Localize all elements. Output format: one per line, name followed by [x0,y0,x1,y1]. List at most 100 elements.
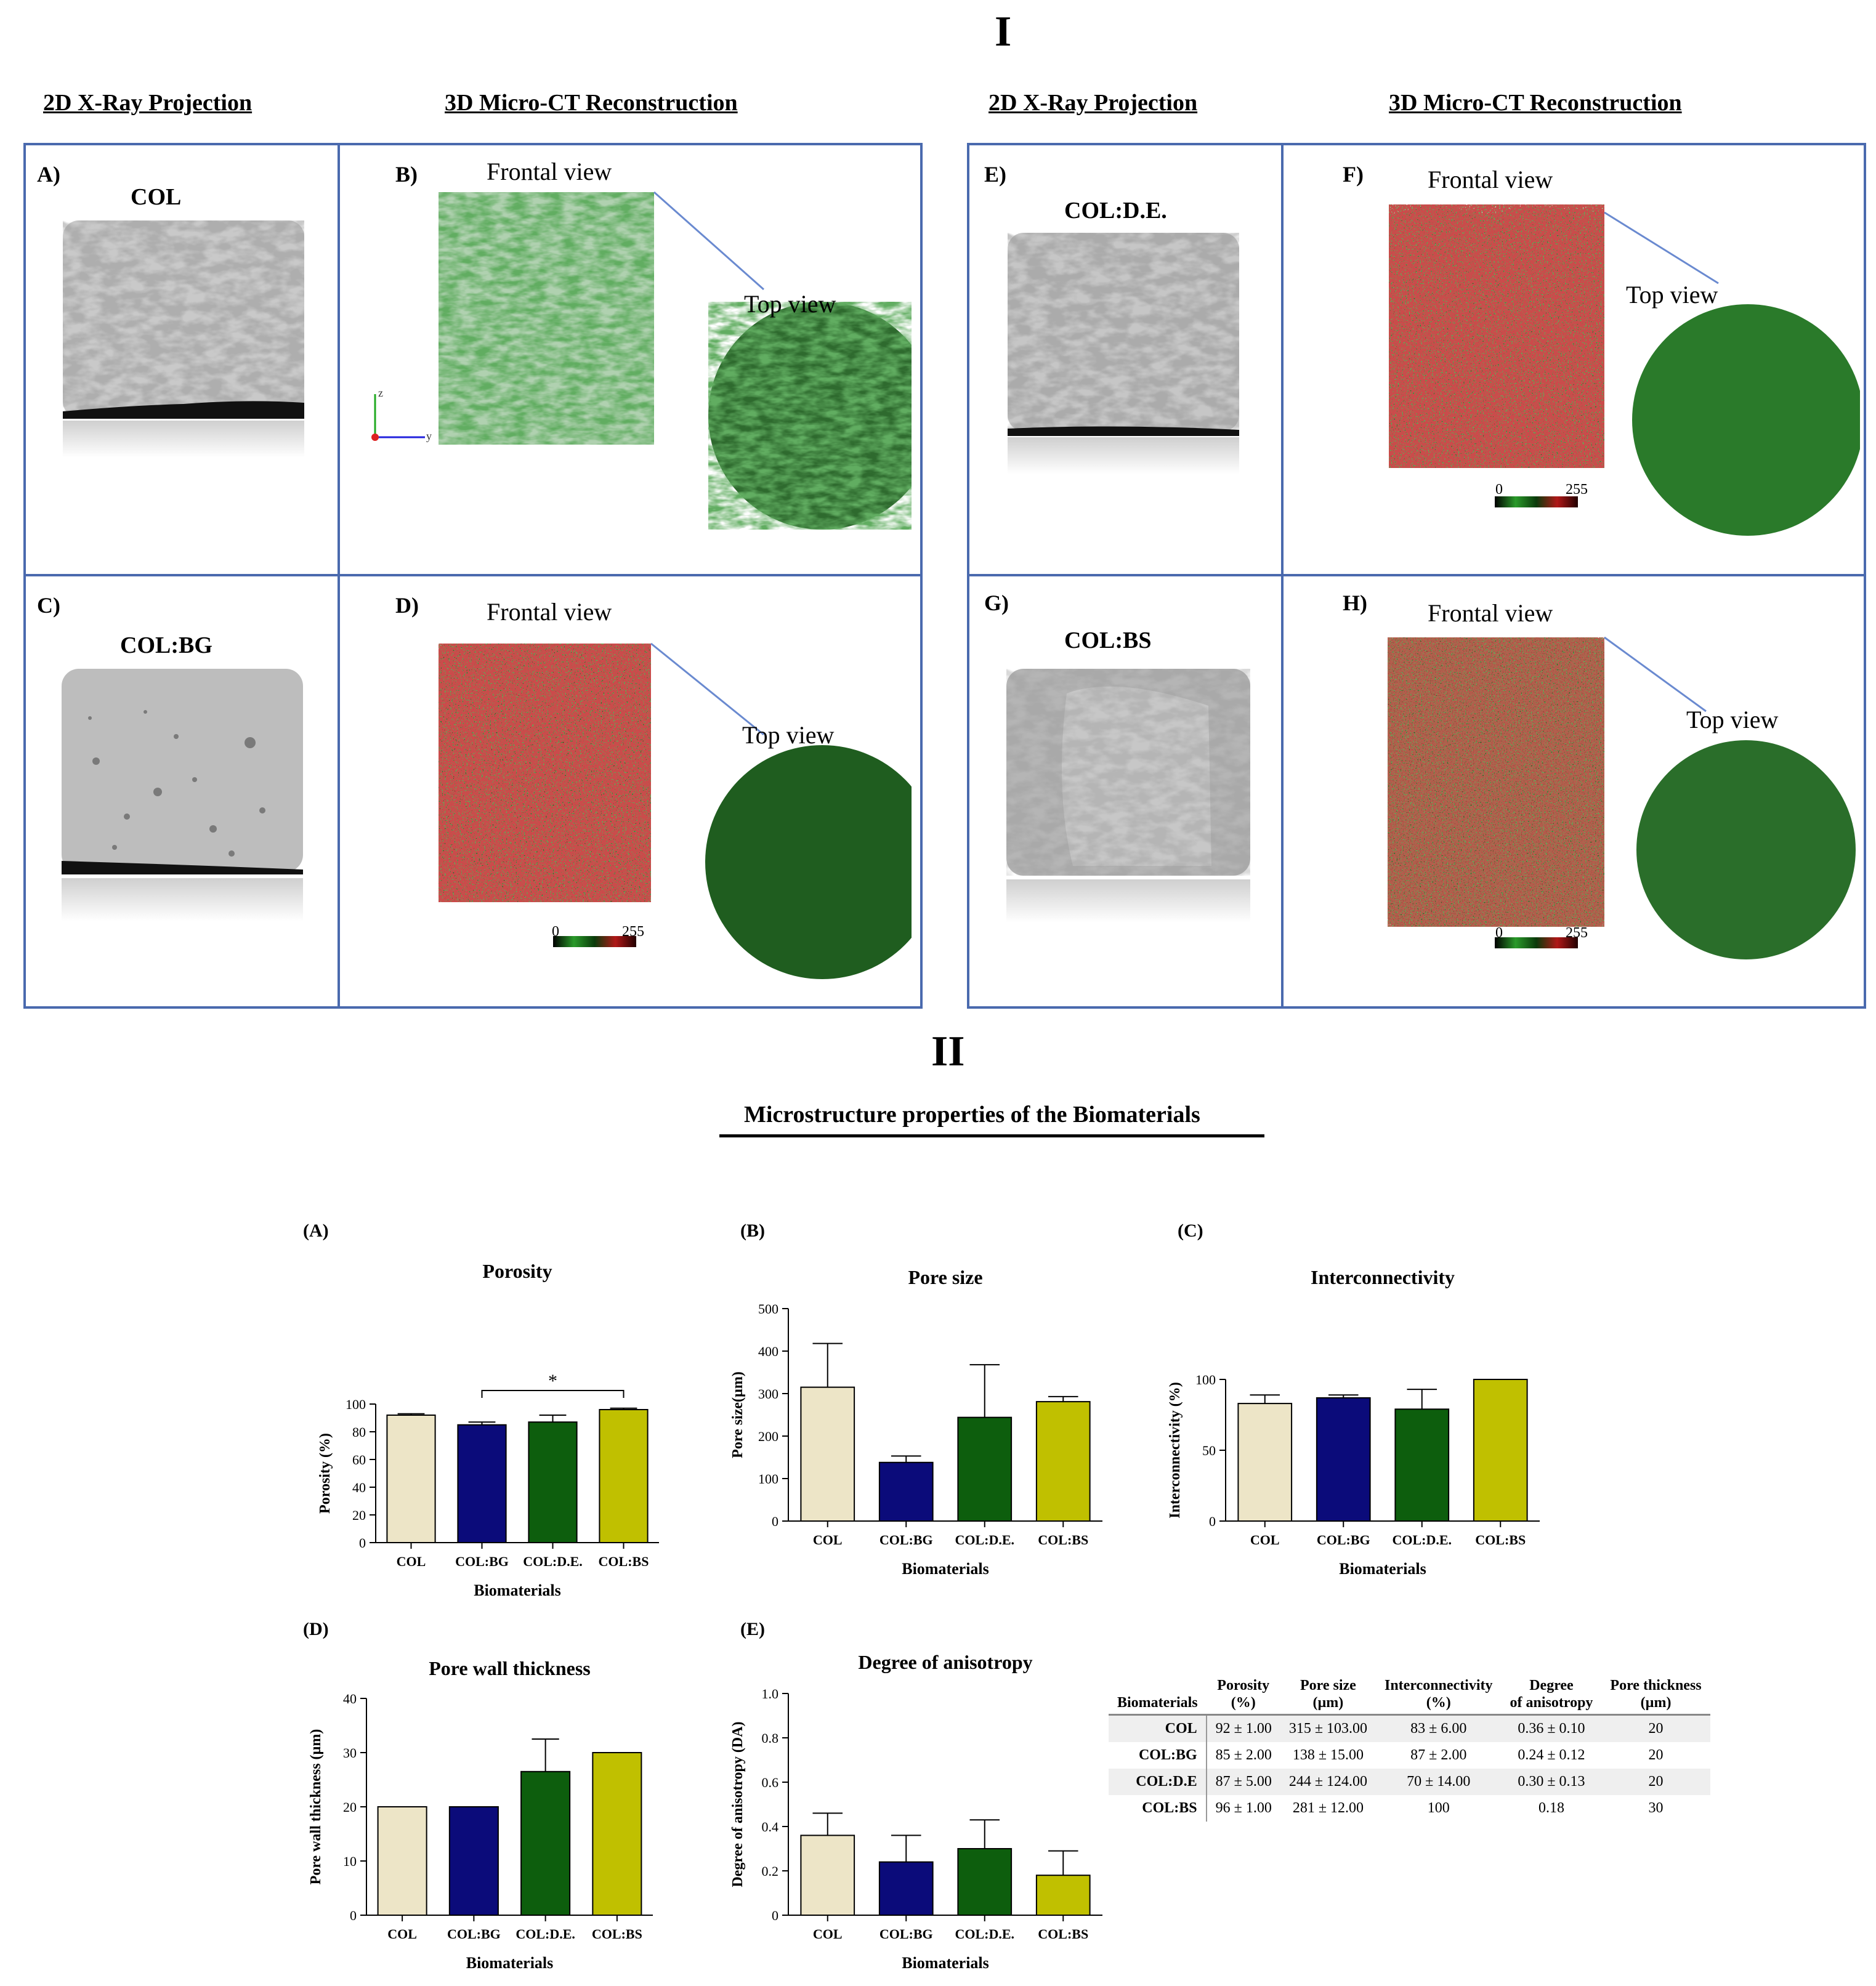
table-cell: 0.24 ± 0.12 [1518,1747,1585,1764]
panel-C-label: C) [37,593,60,618]
chart-b-xtick-label: COL:D.E. [955,1532,1014,1548]
chart-d-ylabel: Pore wall thickness (µm) [308,1729,324,1885]
chart-a-xtick-label: COL:D.E. [523,1554,583,1569]
panel-C-name: COL:BG [120,632,212,658]
chart-a-bar [386,1415,436,1543]
chart-d-xtick-label: COL:D.E. [515,1926,575,1942]
table-row-header: COL:BS [1109,1795,1207,1822]
chart-e-bar [1035,1875,1091,1916]
table-header-cell: Interconnectivity (%) [1384,1677,1493,1711]
table-cell: 20 [1648,1747,1664,1764]
chart-interconnectivity: (C) Interconnectivity 0 50 100 Interconnectiv… [1167,1221,1540,1578]
chart-b-ylabel: Pore size(µm) [730,1371,746,1458]
table-cell: 92 ± 1.00 [1206,1714,1280,1743]
chart-d-xlabel: Biomaterials [466,1954,554,1972]
table-cell: 96 ± 1.00 [1215,1800,1272,1817]
panel-F-label: F) [1343,162,1364,187]
table-row-header: COL [1109,1714,1207,1743]
chart-e-xlabel: Biomaterials [902,1954,989,1972]
panel-E-name: COL:D.E. [1064,198,1167,224]
panel-H-scale-max: 255 [1566,925,1588,941]
header-2d-xray-left: 2D X-Ray Projection [43,90,253,116]
chart-a-bar [599,1409,649,1543]
header-3d-microct-right: 3D Micro-CT Reconstruction [1389,90,1682,116]
panel-G-name: COL:BS [1064,628,1152,653]
chart-a-ytick-label: 60 [352,1452,366,1467]
xray-image-col-bg [62,669,303,921]
chart-c-bar [1237,1403,1293,1522]
chart-b-bar [800,1386,855,1522]
chart-b-ytick-label: 500 [758,1301,778,1317]
chart-a-bar [457,1424,507,1543]
chart-c-ylabel: Interconnectivity (%) [1167,1382,1183,1519]
chart-c-ytick-label: 50 [1202,1443,1216,1458]
chart-a-xtick-label: COL [397,1554,426,1569]
chart-e-title: Degree of anisotropy [858,1651,1032,1673]
microct-reconstruction-col-de [1389,204,1860,536]
chart-e-xtick-label: COL:BG [879,1926,933,1942]
section-II-title-rule [719,1134,1264,1137]
chart-a-ytick-label: 40 [352,1480,366,1495]
chart-b-ytick-label: 400 [758,1344,778,1359]
table-row-header: COL:BG [1109,1742,1207,1769]
section-II-title: Microstructure properties of the Biomate… [744,1102,1200,1128]
chart-d-panel-label: (D) [303,1619,329,1639]
chart-b-bar [878,1461,934,1522]
chart-b-xtick-label: COL [813,1532,843,1548]
chart-a-xtick-label: COL:BS [599,1554,649,1569]
xray-image-col-de [1008,233,1239,474]
table-cell: 244 ± 124.00 [1280,1769,1376,1796]
chart-pore-size: (B) Pore size 0 100 200 300 400 500 Pore size(µm… [730,1221,1102,1578]
chart-c-bar [1473,1379,1528,1522]
panel-B-frontal-view: Frontal view [487,158,612,185]
chart-b-bar [957,1416,1013,1522]
chart-e-xtick-label: COL:BS [1038,1926,1088,1942]
chart-c-xtick-label: COL:BS [1475,1532,1526,1548]
panel-H-scale-min: 0 [1495,925,1503,941]
axis-z-glyph: z [378,387,383,399]
chart-porosity: (A) Porosity 0 20 40 60 80 100 Porosity (%) COL CO… [303,1221,659,1599]
table-cell: 100 [1427,1800,1450,1817]
chart-e-ytick-label: 0.8 [762,1730,779,1746]
panel-B-top-view: Top view [744,290,836,318]
chart-a-significance-bracket [481,1390,625,1398]
table-header-cell: Degree of anisotropy [1510,1677,1593,1711]
table-row: COL 92 ± 1.00 315 ± 103.00 83 ± 6.00 0.36 ± … [1109,1714,1710,1743]
chart-a-ytick-label: 100 [346,1397,366,1412]
chart-b-ytick-label: 300 [758,1386,778,1402]
table-cell: 315 ± 103.00 [1280,1714,1376,1743]
chart-e-ytick-label: 1.0 [762,1686,779,1701]
chart-c-xtick-label: COL:BG [1317,1532,1370,1548]
table-cell: 87 ± 5.00 [1206,1769,1280,1796]
chart-d-bar [520,1770,571,1916]
chart-d-xtick-label: COL [387,1926,417,1942]
chart-b-title: Pore size [908,1266,982,1288]
chart-c-xtick-label: COL [1250,1532,1280,1548]
chart-e-xtick-label: COL [813,1926,843,1942]
chart-d-ytick-label: 40 [343,1691,357,1706]
chart-b-xtick-label: COL:BG [879,1532,933,1548]
chart-a-panel-label: (A) [303,1221,329,1241]
section-I-label: I [995,8,1012,55]
axis-y-glyph: y [426,430,432,442]
chart-c-panel-label: (C) [1178,1221,1203,1241]
chart-c-xtick-label: COL:D.E. [1392,1532,1452,1548]
section-II-label: II [931,1028,965,1075]
chart-a-ytick-label: 20 [352,1508,366,1523]
chart-c-xlabel: Biomaterials [1339,1560,1426,1578]
panel-D-top-view: Top view [742,721,835,749]
panel-D-scale-min: 0 [552,924,559,940]
chart-degree-of-anisotropy: (E) Degree of anisotropy 0 0.2 0.4 0.6 0.8 1.0 D… [730,1619,1102,1972]
table-row-header: COL:D.E [1109,1769,1207,1796]
chart-e-ytick-label: 0 [772,1908,778,1923]
chart-e-panel-label: (E) [740,1619,765,1639]
chart-b-ytick-label: 100 [758,1471,778,1487]
table-cell: 0.18 [1538,1800,1564,1817]
panel-B-label: B) [395,162,418,187]
table-header-cell: Biomaterials [1117,1694,1198,1711]
chart-e-xtick-label: COL:D.E. [955,1926,1014,1942]
xray-image-col-bs [1006,669,1250,922]
table-row: COL:BG 85 ± 2.00 138 ± 15.00 87 ± 2.00 0.24 … [1109,1742,1710,1769]
chart-e-ytick-label: 0.6 [762,1775,779,1790]
table-cell: 30 [1648,1800,1664,1817]
